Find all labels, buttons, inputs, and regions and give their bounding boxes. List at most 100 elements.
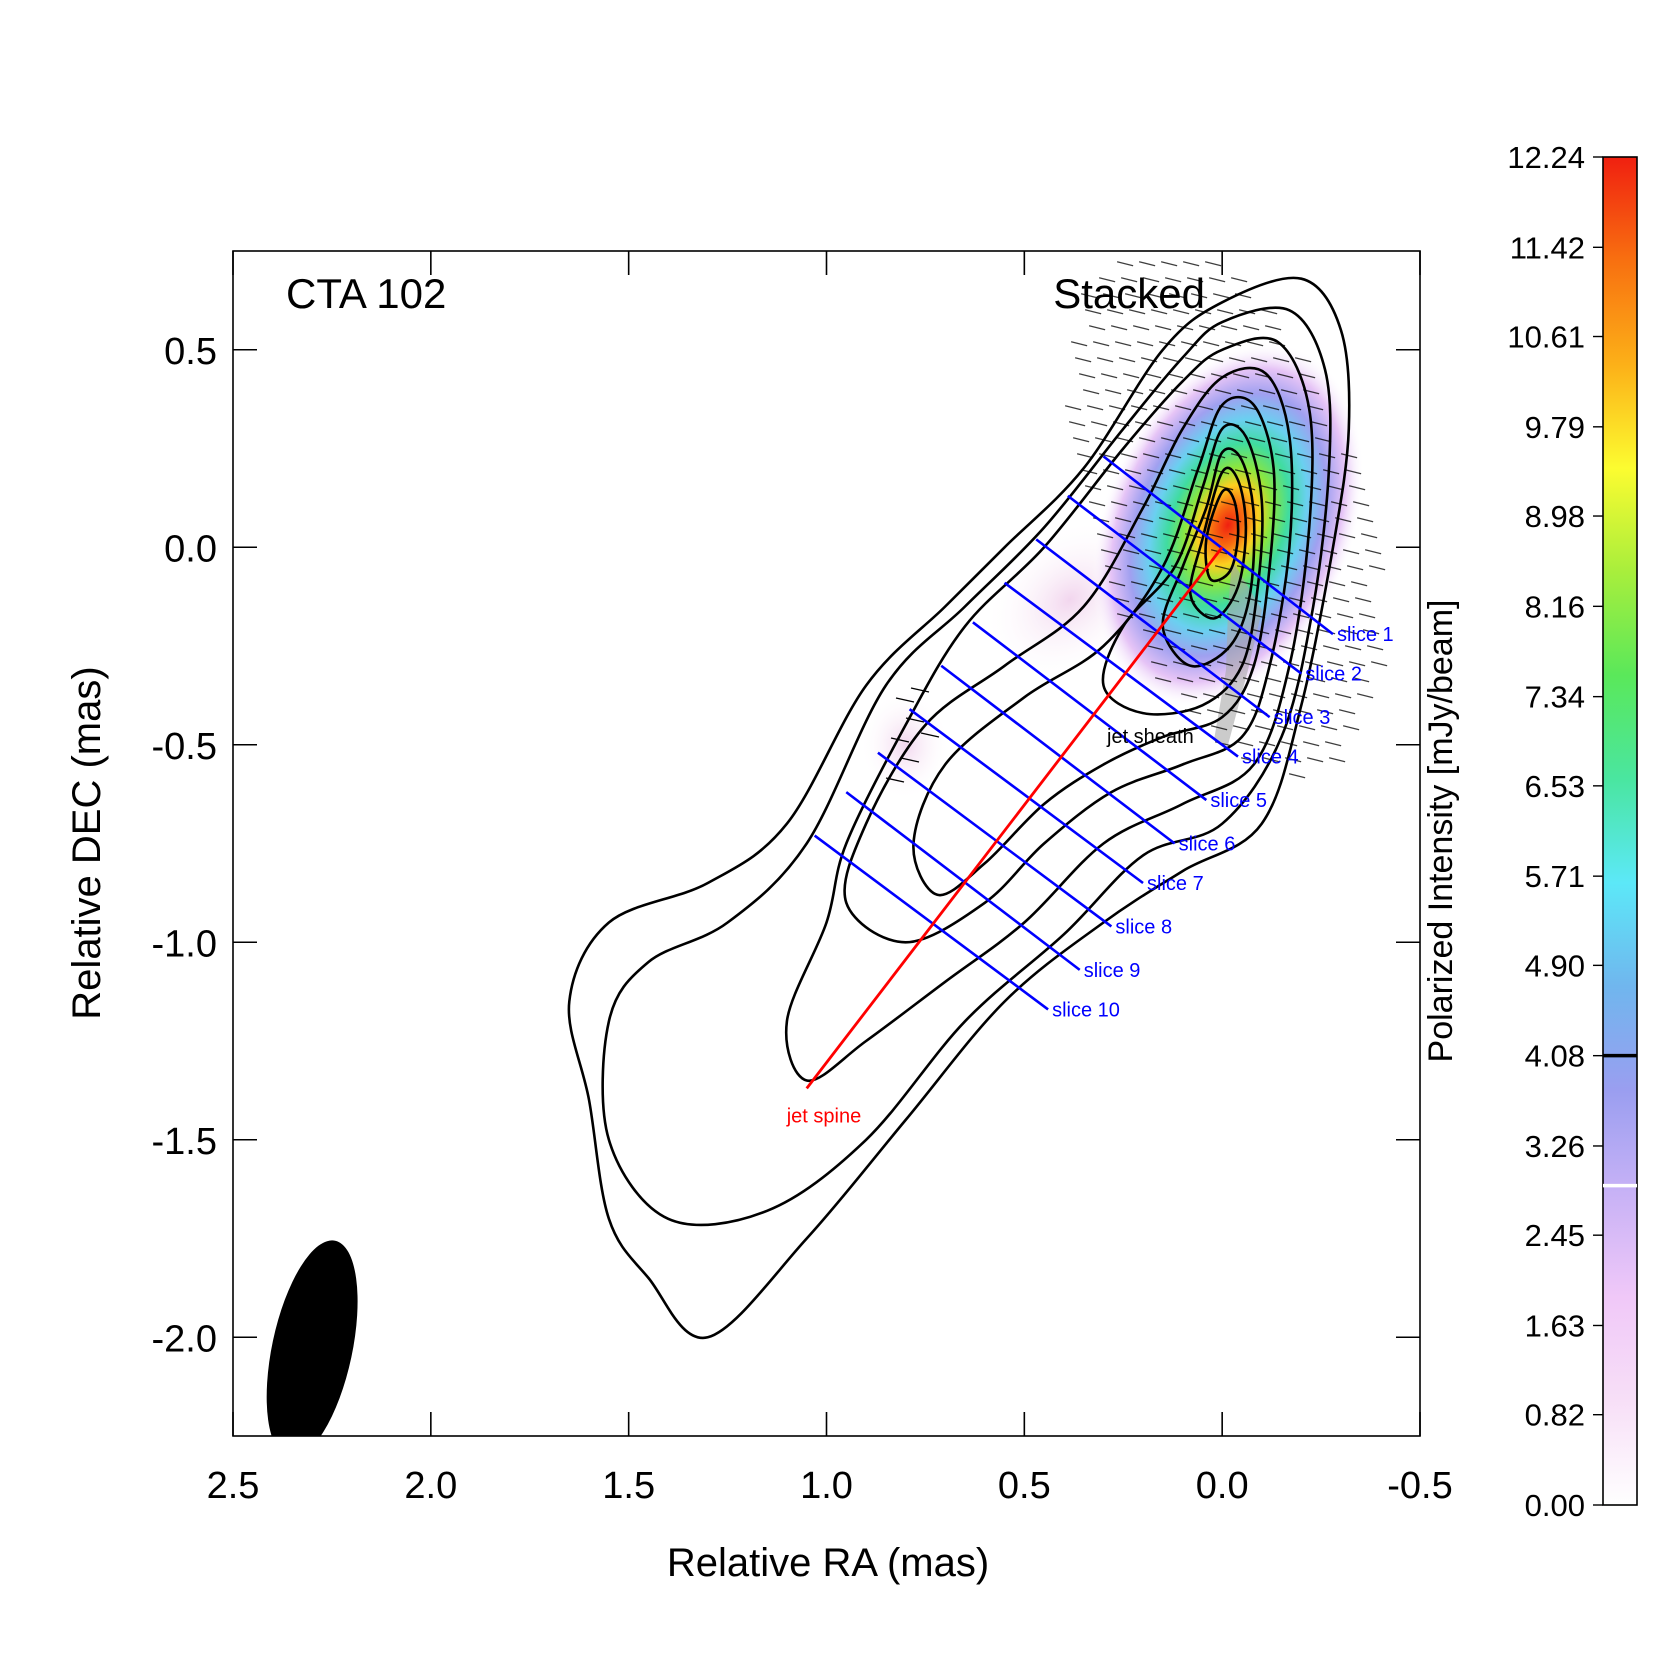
evpa-tick bbox=[1240, 757, 1258, 763]
slice-label-9: slice 9 bbox=[1084, 960, 1141, 982]
evpa-tick bbox=[1314, 613, 1332, 619]
x-tick-label: 2.5 bbox=[207, 1465, 260, 1507]
evpa-tick bbox=[1088, 501, 1106, 507]
evpa-tick bbox=[1198, 325, 1216, 331]
evpa-tick bbox=[1120, 277, 1138, 283]
evpa-tick bbox=[1272, 709, 1290, 715]
evpa-tick bbox=[1338, 709, 1356, 715]
evpa-tick bbox=[1216, 309, 1234, 315]
evpa-tick bbox=[1316, 709, 1334, 715]
evpa-tick bbox=[1306, 581, 1324, 587]
evpa-tick bbox=[1190, 293, 1208, 299]
evpa-tick bbox=[1336, 613, 1354, 619]
evpa-tick bbox=[1232, 373, 1250, 379]
evpa-tick bbox=[1206, 357, 1224, 363]
evpa-tick bbox=[1354, 597, 1372, 603]
evpa-tick bbox=[1268, 517, 1286, 523]
colorbar-tick-label: 8.16 bbox=[1525, 589, 1585, 624]
evpa-tick bbox=[1100, 373, 1118, 379]
evpa-tick bbox=[920, 732, 940, 738]
evpa-tick bbox=[1190, 645, 1208, 651]
evpa-tick bbox=[1340, 629, 1358, 635]
evpa-tick bbox=[1322, 469, 1340, 475]
evpa-tick bbox=[1286, 677, 1304, 683]
evpa-tick bbox=[1179, 246, 1195, 250]
evpa-tick bbox=[1088, 325, 1106, 331]
evpa-tick bbox=[1350, 581, 1368, 587]
evpa-tick bbox=[1176, 501, 1194, 507]
contour-level-4 bbox=[843, 366, 1294, 944]
evpa-tick bbox=[1356, 517, 1374, 523]
evpa-tick bbox=[1244, 421, 1262, 427]
y-tick-label: -0.5 bbox=[152, 726, 217, 768]
y-tick-label: 0.5 bbox=[164, 331, 217, 373]
evpa-tick bbox=[1238, 661, 1256, 667]
slice-line-2 bbox=[1067, 494, 1303, 675]
evpa-tick bbox=[1130, 581, 1148, 587]
evpa-tick bbox=[1242, 325, 1260, 331]
slice-line-8 bbox=[877, 751, 1113, 928]
y-tick-label: -2.0 bbox=[152, 1318, 217, 1360]
evpa-tick bbox=[1186, 453, 1204, 459]
slice-line-3 bbox=[1035, 538, 1271, 719]
x-tick-label: 2.0 bbox=[404, 1465, 457, 1507]
x-tick-label: 0.0 bbox=[1196, 1465, 1249, 1507]
evpa-tick bbox=[1242, 501, 1260, 507]
colorbar-tick-label: 2.45 bbox=[1525, 1218, 1585, 1253]
evpa-tick bbox=[1188, 373, 1206, 379]
x-tick-label: 0.5 bbox=[998, 1465, 1051, 1507]
jet-sheath-label: jet sheath bbox=[1106, 726, 1194, 748]
evpa-tick bbox=[1292, 437, 1310, 443]
evpa-tick bbox=[1096, 357, 1114, 363]
evpa-tick bbox=[1122, 373, 1140, 379]
evpa-tick bbox=[1302, 741, 1320, 747]
evpa-tick bbox=[1124, 469, 1142, 475]
evpa-tick bbox=[1310, 421, 1328, 427]
evpa-tick bbox=[1262, 405, 1280, 411]
evpa-tick bbox=[1176, 677, 1194, 683]
evpa-tick bbox=[1358, 613, 1376, 619]
evpa-tick bbox=[1238, 485, 1256, 491]
contour-level-1 bbox=[567, 276, 1351, 1340]
y-tick-label: -1.0 bbox=[152, 923, 217, 965]
evpa-tick bbox=[1196, 405, 1214, 411]
contour-level-3 bbox=[784, 336, 1314, 1082]
evpa-tick bbox=[1144, 549, 1162, 555]
evpa-tick bbox=[1064, 405, 1082, 411]
evpa-tick bbox=[1144, 373, 1162, 379]
evpa-tick bbox=[1342, 549, 1360, 555]
evpa-tick bbox=[1324, 565, 1342, 571]
evpa-tick bbox=[1240, 405, 1258, 411]
evpa-tick bbox=[1156, 421, 1174, 427]
evpa-tick bbox=[1280, 389, 1298, 395]
evpa-tick bbox=[1292, 613, 1310, 619]
evpa-tick bbox=[1248, 437, 1266, 443]
colorbar-ticks: 0.00 0.82 1.63 2.45 3.26 4.08 4.90 5.71 6.53 7.34… bbox=[1507, 140, 1637, 1523]
evpa-tick bbox=[1206, 709, 1224, 715]
contour-level-8 bbox=[1188, 466, 1248, 620]
evpa-tick bbox=[1226, 437, 1244, 443]
contour-level-6 bbox=[1101, 423, 1264, 716]
evpa-tick bbox=[1300, 469, 1318, 475]
evpa-tick bbox=[1284, 405, 1302, 411]
pi-emission-core bbox=[1091, 342, 1365, 708]
x-axis-title: Relative RA (mas) bbox=[667, 1541, 989, 1585]
evpa-tick bbox=[1260, 309, 1278, 315]
evpa-tick bbox=[1156, 597, 1174, 603]
evpa-tick bbox=[1290, 517, 1308, 523]
evpa-tick bbox=[1184, 357, 1202, 363]
evpa-tick bbox=[1242, 677, 1260, 683]
evpa-tick bbox=[1104, 389, 1122, 395]
evpa-tick bbox=[1296, 453, 1314, 459]
evpa-tick bbox=[1174, 405, 1192, 411]
evpa-tick bbox=[1212, 293, 1230, 299]
colorbar-title: Polarized Intensity [mJy/beam] bbox=[1422, 600, 1460, 1063]
evpa-tick bbox=[1254, 549, 1272, 555]
evpa-tick bbox=[1270, 437, 1288, 443]
slice-label-3: slice 3 bbox=[1274, 707, 1331, 729]
evpa-tick bbox=[1246, 341, 1264, 347]
evpa-tick bbox=[1264, 677, 1282, 683]
colorbar-tick-label: 6.53 bbox=[1525, 769, 1585, 804]
slice-line-1 bbox=[1102, 455, 1334, 636]
